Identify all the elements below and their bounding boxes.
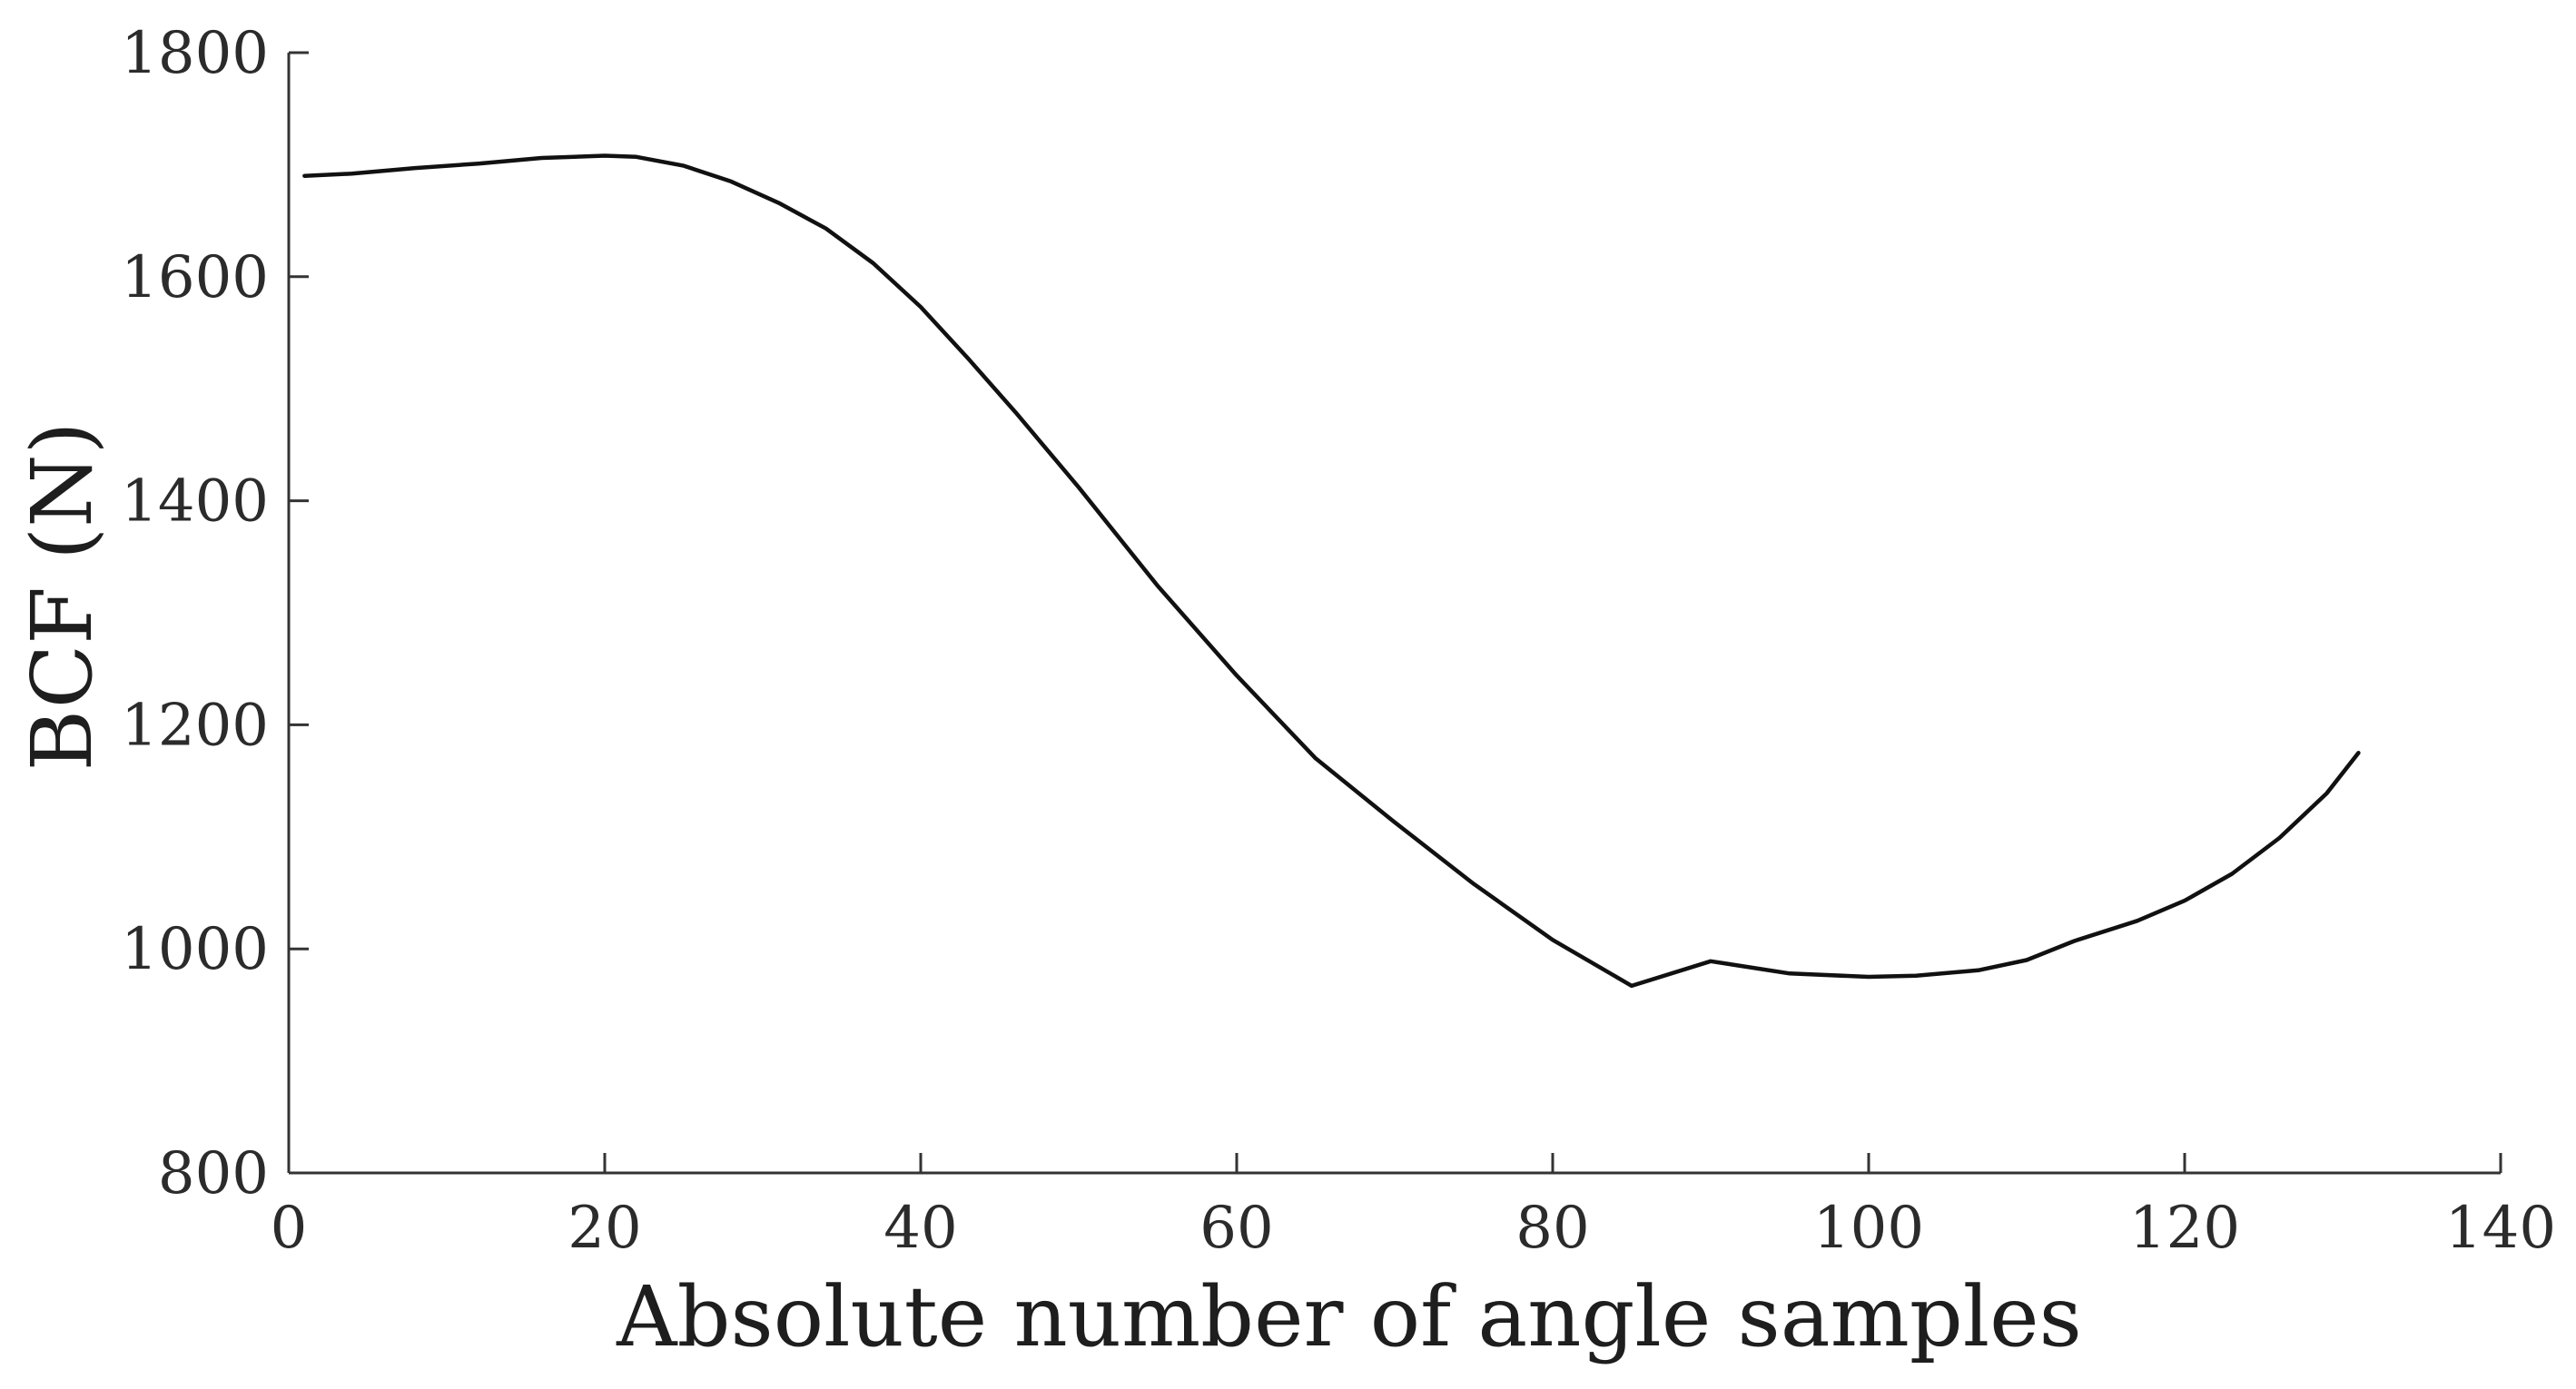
x-tick-label: 40 xyxy=(883,1195,957,1262)
x-axis-title: Absolute number of angle samples xyxy=(616,1268,2082,1365)
bcf-series-line xyxy=(302,153,2361,989)
y-tick-label: 1400 xyxy=(121,468,269,536)
y-tick-label: 1000 xyxy=(121,916,269,983)
plot-area xyxy=(287,53,2501,1175)
x-tick-label: 0 xyxy=(271,1195,308,1262)
x-tick-label: 100 xyxy=(1813,1195,1924,1262)
x-tick-label: 140 xyxy=(2445,1195,2556,1262)
y-tick-label: 1800 xyxy=(121,20,269,87)
y-tick-label: 800 xyxy=(158,1140,269,1207)
y-axis-ticks: 800 1000 1200 1400 1600 1800 xyxy=(121,20,309,1207)
y-axis-title: BCF (N) xyxy=(14,421,111,771)
y-tick-label: 1200 xyxy=(121,692,269,759)
x-axis-ticks: 0 20 40 60 80 100 120 140 xyxy=(271,1153,2556,1262)
y-tick-label: 1600 xyxy=(121,244,269,311)
x-tick-label: 80 xyxy=(1515,1195,1589,1262)
x-tick-label: 20 xyxy=(568,1195,641,1262)
x-tick-label: 60 xyxy=(1199,1195,1273,1262)
x-tick-label: 120 xyxy=(2129,1195,2240,1262)
